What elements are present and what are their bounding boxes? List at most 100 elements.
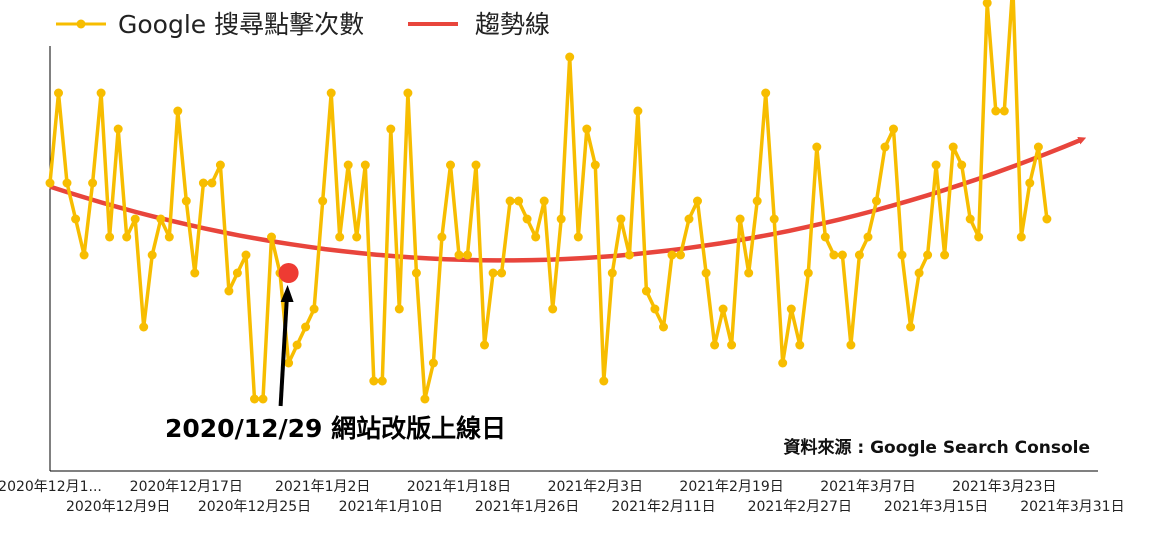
data-point: [232, 268, 242, 278]
data-point: [360, 160, 370, 170]
data-point: [889, 124, 898, 134]
data-point: [181, 196, 191, 206]
data-point: [531, 232, 541, 242]
data-point: [923, 250, 933, 260]
data-point: [62, 178, 72, 188]
data-point: [309, 304, 319, 314]
data-point: [999, 106, 1009, 116]
data-point: [667, 250, 677, 260]
x-tick-label: 2021年3月15日: [884, 499, 988, 515]
data-point: [403, 88, 413, 98]
data-point: [1025, 178, 1035, 188]
data-point: [147, 250, 157, 260]
legend-label-clicks: Google 搜尋點擊次數: [118, 10, 364, 39]
data-point: [710, 340, 720, 350]
x-tick-label: 2021年2月11日: [611, 499, 715, 515]
data-point: [1042, 214, 1052, 224]
data-point: [224, 286, 234, 296]
data-point: [957, 160, 967, 170]
data-point: [122, 232, 132, 242]
data-point: [335, 232, 345, 242]
data-point: [1016, 232, 1026, 242]
data-point: [198, 178, 208, 188]
data-point: [684, 214, 694, 224]
data-point: [45, 178, 55, 188]
data-point: [105, 232, 115, 242]
data-point: [471, 160, 481, 170]
data-point: [633, 106, 643, 116]
data-point: [906, 322, 916, 332]
data-point: [991, 106, 1001, 116]
data-point: [241, 250, 251, 260]
data-point: [377, 376, 387, 386]
data-point: [113, 124, 123, 134]
data-point: [837, 250, 847, 260]
data-point: [88, 178, 98, 188]
data-point: [872, 196, 881, 206]
data-point: [548, 304, 558, 314]
data-point: [437, 232, 447, 242]
data-point: [1033, 142, 1043, 152]
annotation: 2020/12/29 網站改版上線日: [165, 263, 506, 443]
data-point: [599, 376, 609, 386]
data-point: [812, 142, 822, 152]
data-point: [795, 340, 805, 350]
data-point: [173, 106, 183, 116]
data-point: [761, 88, 771, 98]
data-point: [505, 196, 515, 206]
x-tick-label: 2021年2月3日: [548, 479, 643, 495]
data-point: [650, 304, 660, 314]
data-point: [284, 358, 294, 368]
data-point: [573, 232, 583, 242]
data-point: [267, 232, 276, 242]
data-point: [693, 196, 702, 206]
data-point: [54, 88, 63, 98]
data-point: [590, 160, 600, 170]
data-point: [130, 214, 140, 224]
data-point: [931, 160, 941, 170]
x-tick-label: 2021年3月7日: [820, 479, 915, 495]
data-point: [982, 0, 992, 8]
data-point: [778, 358, 788, 368]
data-point: [139, 322, 149, 332]
data-point: [454, 250, 464, 260]
trend-line: [49, 137, 1087, 263]
data-point: [914, 268, 924, 278]
data-point: [940, 250, 950, 260]
data-point: [769, 214, 779, 224]
x-tick-label: 2021年2月19日: [679, 479, 783, 495]
data-point: [607, 268, 617, 278]
data-point: [497, 268, 507, 278]
x-tick-label: 2020年12月1...: [0, 479, 102, 495]
data-point: [965, 214, 975, 224]
data-point: [582, 124, 592, 134]
data-point: [411, 268, 421, 278]
x-tick-label: 2021年1月18日: [407, 479, 511, 495]
data-point: [164, 232, 174, 242]
data-point: [292, 340, 302, 350]
data-point: [428, 358, 438, 368]
data-point: [156, 214, 166, 224]
data-point: [556, 214, 566, 224]
data-point: [522, 214, 532, 224]
annotation-arrowhead: [280, 285, 294, 302]
data-point: [326, 88, 336, 98]
data-point: [676, 250, 685, 260]
data-point: [718, 304, 728, 314]
data-point: [386, 124, 396, 134]
x-tick-label: 2020年12月17日: [130, 479, 243, 495]
data-point: [880, 142, 890, 152]
data-point: [190, 268, 200, 278]
data-point: [79, 250, 89, 260]
data-point: [786, 304, 796, 314]
data-point: [480, 340, 489, 350]
data-point: [215, 160, 225, 170]
source-note: 資料來源 : Google Search Console: [783, 437, 1090, 458]
x-tick-label: 2021年2月27日: [748, 499, 852, 515]
x-tick-label: 2021年1月2日: [275, 479, 370, 495]
data-point: [514, 196, 524, 206]
legend: Google 搜尋點擊次數 趨勢線: [56, 10, 550, 39]
data-point: [343, 160, 353, 170]
data-point: [803, 268, 813, 278]
